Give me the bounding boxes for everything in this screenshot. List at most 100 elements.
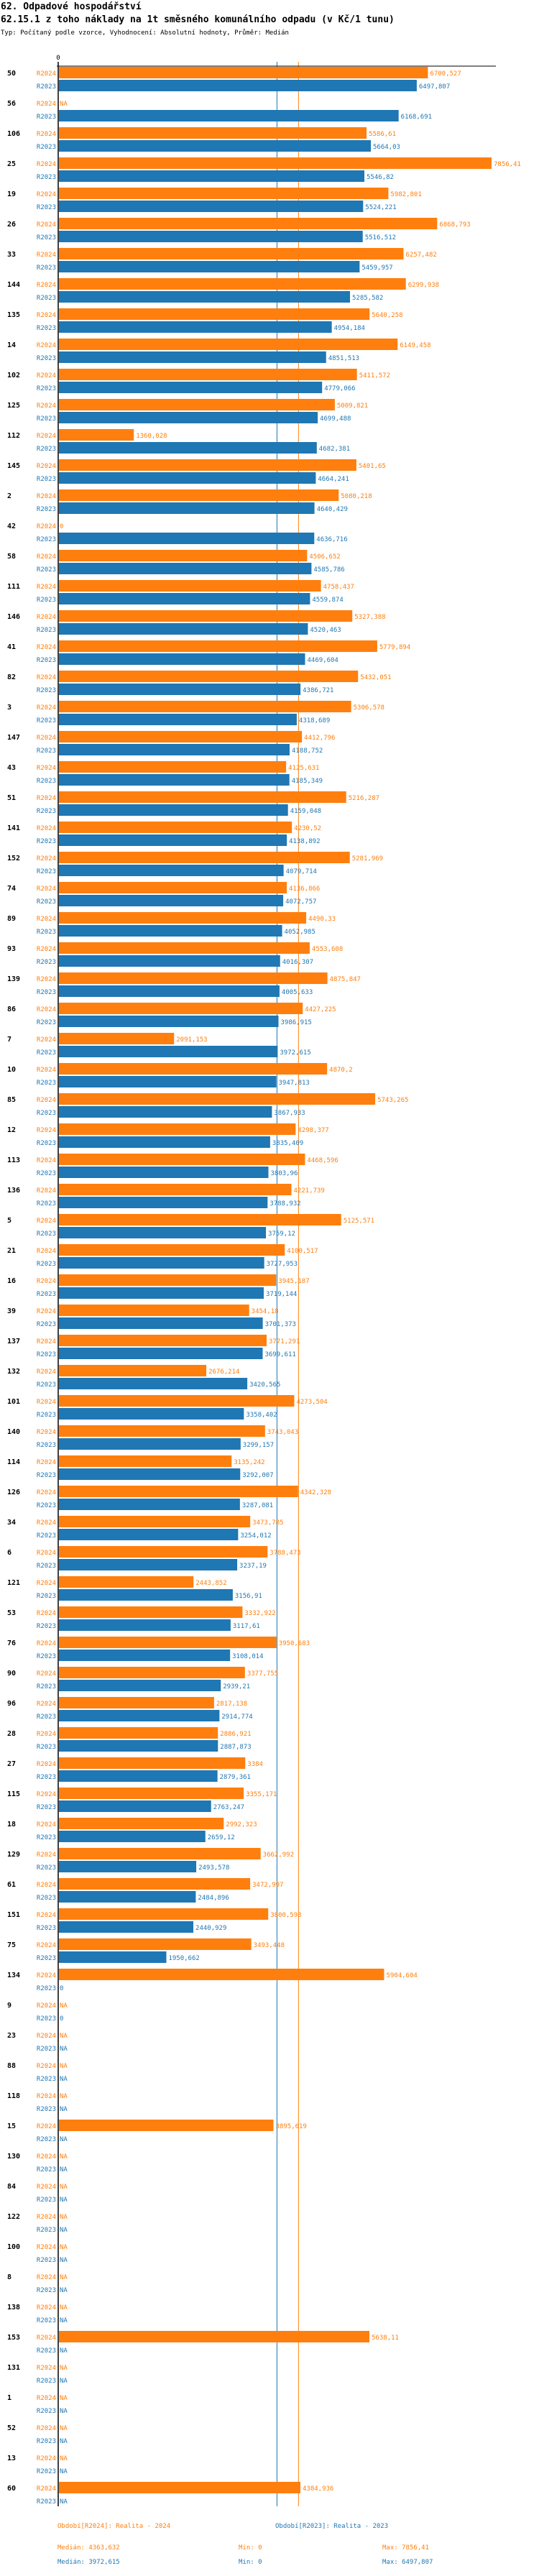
series-label: R2023 <box>37 1593 56 1600</box>
bar-r2023 <box>59 1408 244 1420</box>
bar-r2023 <box>59 1831 206 1842</box>
series-label: R2024 <box>37 2485 56 2493</box>
series-label: R2024 <box>37 161 56 168</box>
chart-title: 62.15.1 z toho náklady na 1t směsného ko… <box>1 14 395 25</box>
stat-max-r2023: Max: 6497,807 <box>382 2559 433 2566</box>
series-label: R2024 <box>37 1852 56 1859</box>
data-label: 5285,582 <box>352 295 383 302</box>
data-label: 4298,377 <box>298 1127 328 1134</box>
category-label: 75 <box>7 1941 16 1949</box>
series-label: R2023 <box>37 898 56 906</box>
data-label: 4138,892 <box>289 838 320 845</box>
data-label: NA <box>60 2365 68 2372</box>
category-label: 146 <box>7 613 20 621</box>
series-label: R2023 <box>37 446 56 453</box>
series-label: R2023 <box>37 748 56 755</box>
bar-r2024 <box>59 1184 292 1195</box>
bar-r2024 <box>59 1576 194 1588</box>
bar-r2024 <box>59 852 350 863</box>
series-label: R2023 <box>37 838 56 845</box>
data-label: 5459,957 <box>361 264 392 272</box>
series-label: R2024 <box>37 674 56 681</box>
bar-r2023 <box>59 1951 167 1963</box>
bar-r2023 <box>59 1559 238 1570</box>
data-label: NA <box>60 2347 68 2355</box>
category-label: 18 <box>7 1821 16 1828</box>
data-label: 5327,388 <box>354 614 385 621</box>
data-label: 5664,03 <box>373 144 400 151</box>
series-label: R2024 <box>37 1006 56 1013</box>
category-label: 28 <box>7 1730 16 1738</box>
data-label: 3254,012 <box>240 1532 271 1540</box>
bar-r2024 <box>59 972 328 984</box>
data-label: 4318,689 <box>299 717 330 724</box>
bar-r2024 <box>59 218 438 229</box>
series-label: R2024 <box>37 825 56 832</box>
series-label: R2024 <box>37 2093 56 2100</box>
data-label: 5640,258 <box>372 312 402 319</box>
data-label: 6700,527 <box>430 70 461 78</box>
data-label: 5080,218 <box>341 493 372 500</box>
category-label: 60 <box>7 2485 16 2493</box>
data-label: 3108,014 <box>232 1653 263 1660</box>
series-label: R2024 <box>37 70 56 78</box>
bar-r2024 <box>59 1878 251 1890</box>
bar-r2024 <box>59 671 359 682</box>
bar-r2023 <box>59 563 312 574</box>
bar-r2023 <box>59 291 351 303</box>
category-label: 3 <box>7 704 11 712</box>
series-label: R2024 <box>37 342 56 349</box>
bar-r2024 <box>59 1546 268 1558</box>
data-label: 4640,429 <box>317 506 348 513</box>
category-label: 144 <box>7 281 20 289</box>
bar-r2023 <box>59 895 284 906</box>
stat-median-r2024: Medián: 4363,632 <box>57 2544 120 2552</box>
bar-r2023 <box>59 533 315 544</box>
data-label: 4699,488 <box>320 415 351 423</box>
series-label: R2024 <box>37 1670 56 1678</box>
category-label: 61 <box>7 1881 16 1889</box>
data-label: 4386,721 <box>303 687 333 694</box>
data-label: NA <box>60 101 68 108</box>
bar-r2024 <box>59 550 308 561</box>
series-label: R2024 <box>37 704 56 712</box>
bar-r2024 <box>59 1365 207 1376</box>
data-label: 3771,291 <box>269 1338 300 1346</box>
category-label: 21 <box>7 1247 16 1255</box>
series-label: R2024 <box>37 644 56 651</box>
bar-r2023 <box>59 412 318 423</box>
data-label: 5306,578 <box>354 704 384 712</box>
data-label: NA <box>60 2378 68 2385</box>
series-label: R2024 <box>37 1489 56 1496</box>
series-label: R2024 <box>37 1882 56 1889</box>
series-label: R2023 <box>37 83 56 91</box>
category-label: 7 <box>7 1036 11 1044</box>
series-label: R2024 <box>37 372 56 380</box>
series-label: R2024 <box>37 312 56 319</box>
series-label: R2023 <box>37 717 56 724</box>
series-label: R2023 <box>37 627 56 634</box>
data-label: 6299,938 <box>408 282 439 289</box>
data-label: NA <box>60 2153 68 2161</box>
series-label: R2023 <box>37 1563 56 1570</box>
bar-r2023 <box>59 1468 241 1480</box>
series-label: R2023 <box>37 385 56 392</box>
series-label: R2024 <box>37 1036 56 1044</box>
data-label: 3945,187 <box>278 1278 309 1285</box>
data-label: 4875,847 <box>330 976 361 983</box>
bar-r2024 <box>59 429 134 441</box>
series-label: R2023 <box>37 1472 56 1479</box>
series-label: R2023 <box>37 2347 56 2355</box>
category-label: 51 <box>7 794 16 802</box>
data-label: 3135,242 <box>234 1459 264 1466</box>
bar-r2023 <box>59 1016 279 1027</box>
data-label: 2091,153 <box>176 1036 207 1044</box>
series-label: R2023 <box>37 1110 56 1117</box>
bar-r2023 <box>59 351 326 363</box>
category-label: 52 <box>7 2424 16 2432</box>
series-label: R2024 <box>37 2244 56 2251</box>
series-label: R2023 <box>37 204 56 211</box>
series-label: R2024 <box>37 282 56 289</box>
bar-r2024 <box>59 2120 274 2131</box>
data-label: 2992,323 <box>226 1821 257 1828</box>
